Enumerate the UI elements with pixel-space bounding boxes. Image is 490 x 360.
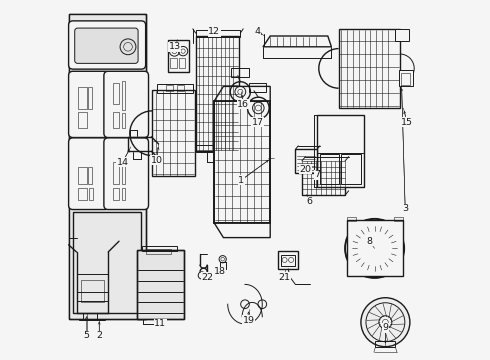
- Bar: [122, 113, 125, 128]
- Bar: [375, 341, 395, 347]
- Bar: [77, 112, 87, 128]
- Text: 15: 15: [401, 118, 413, 127]
- Bar: [90, 188, 93, 200]
- Bar: [346, 217, 356, 221]
- Bar: [166, 85, 173, 91]
- Text: 21: 21: [279, 273, 291, 282]
- Bar: [215, 101, 270, 223]
- Bar: [69, 14, 146, 319]
- Polygon shape: [263, 36, 331, 47]
- Text: 22: 22: [201, 273, 213, 282]
- Circle shape: [379, 316, 392, 329]
- Bar: [317, 115, 364, 187]
- Bar: [137, 250, 184, 319]
- FancyBboxPatch shape: [104, 71, 148, 138]
- Bar: [122, 188, 125, 200]
- Text: 3: 3: [402, 204, 408, 213]
- Bar: [137, 250, 184, 319]
- Bar: [342, 154, 361, 184]
- Bar: [394, 217, 403, 221]
- FancyBboxPatch shape: [104, 138, 148, 210]
- Polygon shape: [215, 86, 270, 101]
- Bar: [339, 29, 400, 108]
- FancyBboxPatch shape: [69, 138, 110, 210]
- Bar: [152, 90, 195, 176]
- Bar: [176, 85, 184, 91]
- Text: 18: 18: [214, 267, 226, 276]
- Text: 17: 17: [251, 118, 264, 127]
- Bar: [113, 83, 120, 104]
- Bar: [113, 112, 120, 128]
- Bar: [399, 70, 413, 86]
- Text: 12: 12: [208, 27, 220, 36]
- Text: 13: 13: [169, 42, 181, 51]
- Bar: [146, 249, 171, 254]
- Text: 14: 14: [117, 158, 128, 166]
- Bar: [395, 29, 409, 41]
- Bar: [281, 255, 294, 266]
- Text: 11: 11: [154, 320, 167, 328]
- Bar: [88, 87, 92, 109]
- Bar: [88, 167, 92, 184]
- FancyBboxPatch shape: [69, 71, 110, 138]
- Bar: [401, 73, 410, 85]
- Bar: [346, 220, 403, 276]
- Bar: [196, 145, 240, 152]
- Text: 5: 5: [84, 331, 90, 340]
- Text: 16: 16: [237, 100, 249, 109]
- Bar: [77, 87, 87, 109]
- FancyBboxPatch shape: [74, 28, 138, 63]
- FancyBboxPatch shape: [69, 21, 146, 69]
- Bar: [196, 30, 240, 37]
- Bar: [81, 280, 103, 302]
- Bar: [69, 15, 145, 318]
- Bar: [122, 162, 125, 184]
- Bar: [278, 251, 298, 269]
- Bar: [77, 167, 87, 184]
- Text: 6: 6: [307, 197, 313, 206]
- Bar: [179, 58, 185, 68]
- Bar: [196, 36, 239, 151]
- Text: 1: 1: [239, 176, 245, 185]
- Text: 20: 20: [299, 165, 312, 174]
- Bar: [122, 81, 125, 110]
- Bar: [73, 212, 141, 313]
- Bar: [248, 83, 266, 92]
- Bar: [319, 154, 339, 184]
- Polygon shape: [215, 223, 270, 238]
- Bar: [73, 212, 141, 313]
- Bar: [113, 162, 120, 184]
- Text: 19: 19: [243, 316, 255, 325]
- Circle shape: [361, 298, 410, 347]
- Bar: [113, 188, 120, 200]
- Bar: [295, 149, 317, 173]
- Bar: [77, 188, 87, 200]
- Text: 4: 4: [255, 27, 261, 36]
- Text: 9: 9: [382, 323, 389, 332]
- Bar: [171, 58, 177, 68]
- Text: 7: 7: [314, 170, 320, 179]
- Text: 10: 10: [151, 156, 163, 165]
- Bar: [69, 14, 146, 319]
- Bar: [157, 84, 193, 93]
- Text: 8: 8: [366, 237, 372, 246]
- Text: 2: 2: [96, 331, 102, 340]
- Bar: [143, 246, 176, 251]
- Bar: [168, 40, 189, 72]
- Bar: [302, 161, 345, 195]
- Bar: [231, 68, 249, 77]
